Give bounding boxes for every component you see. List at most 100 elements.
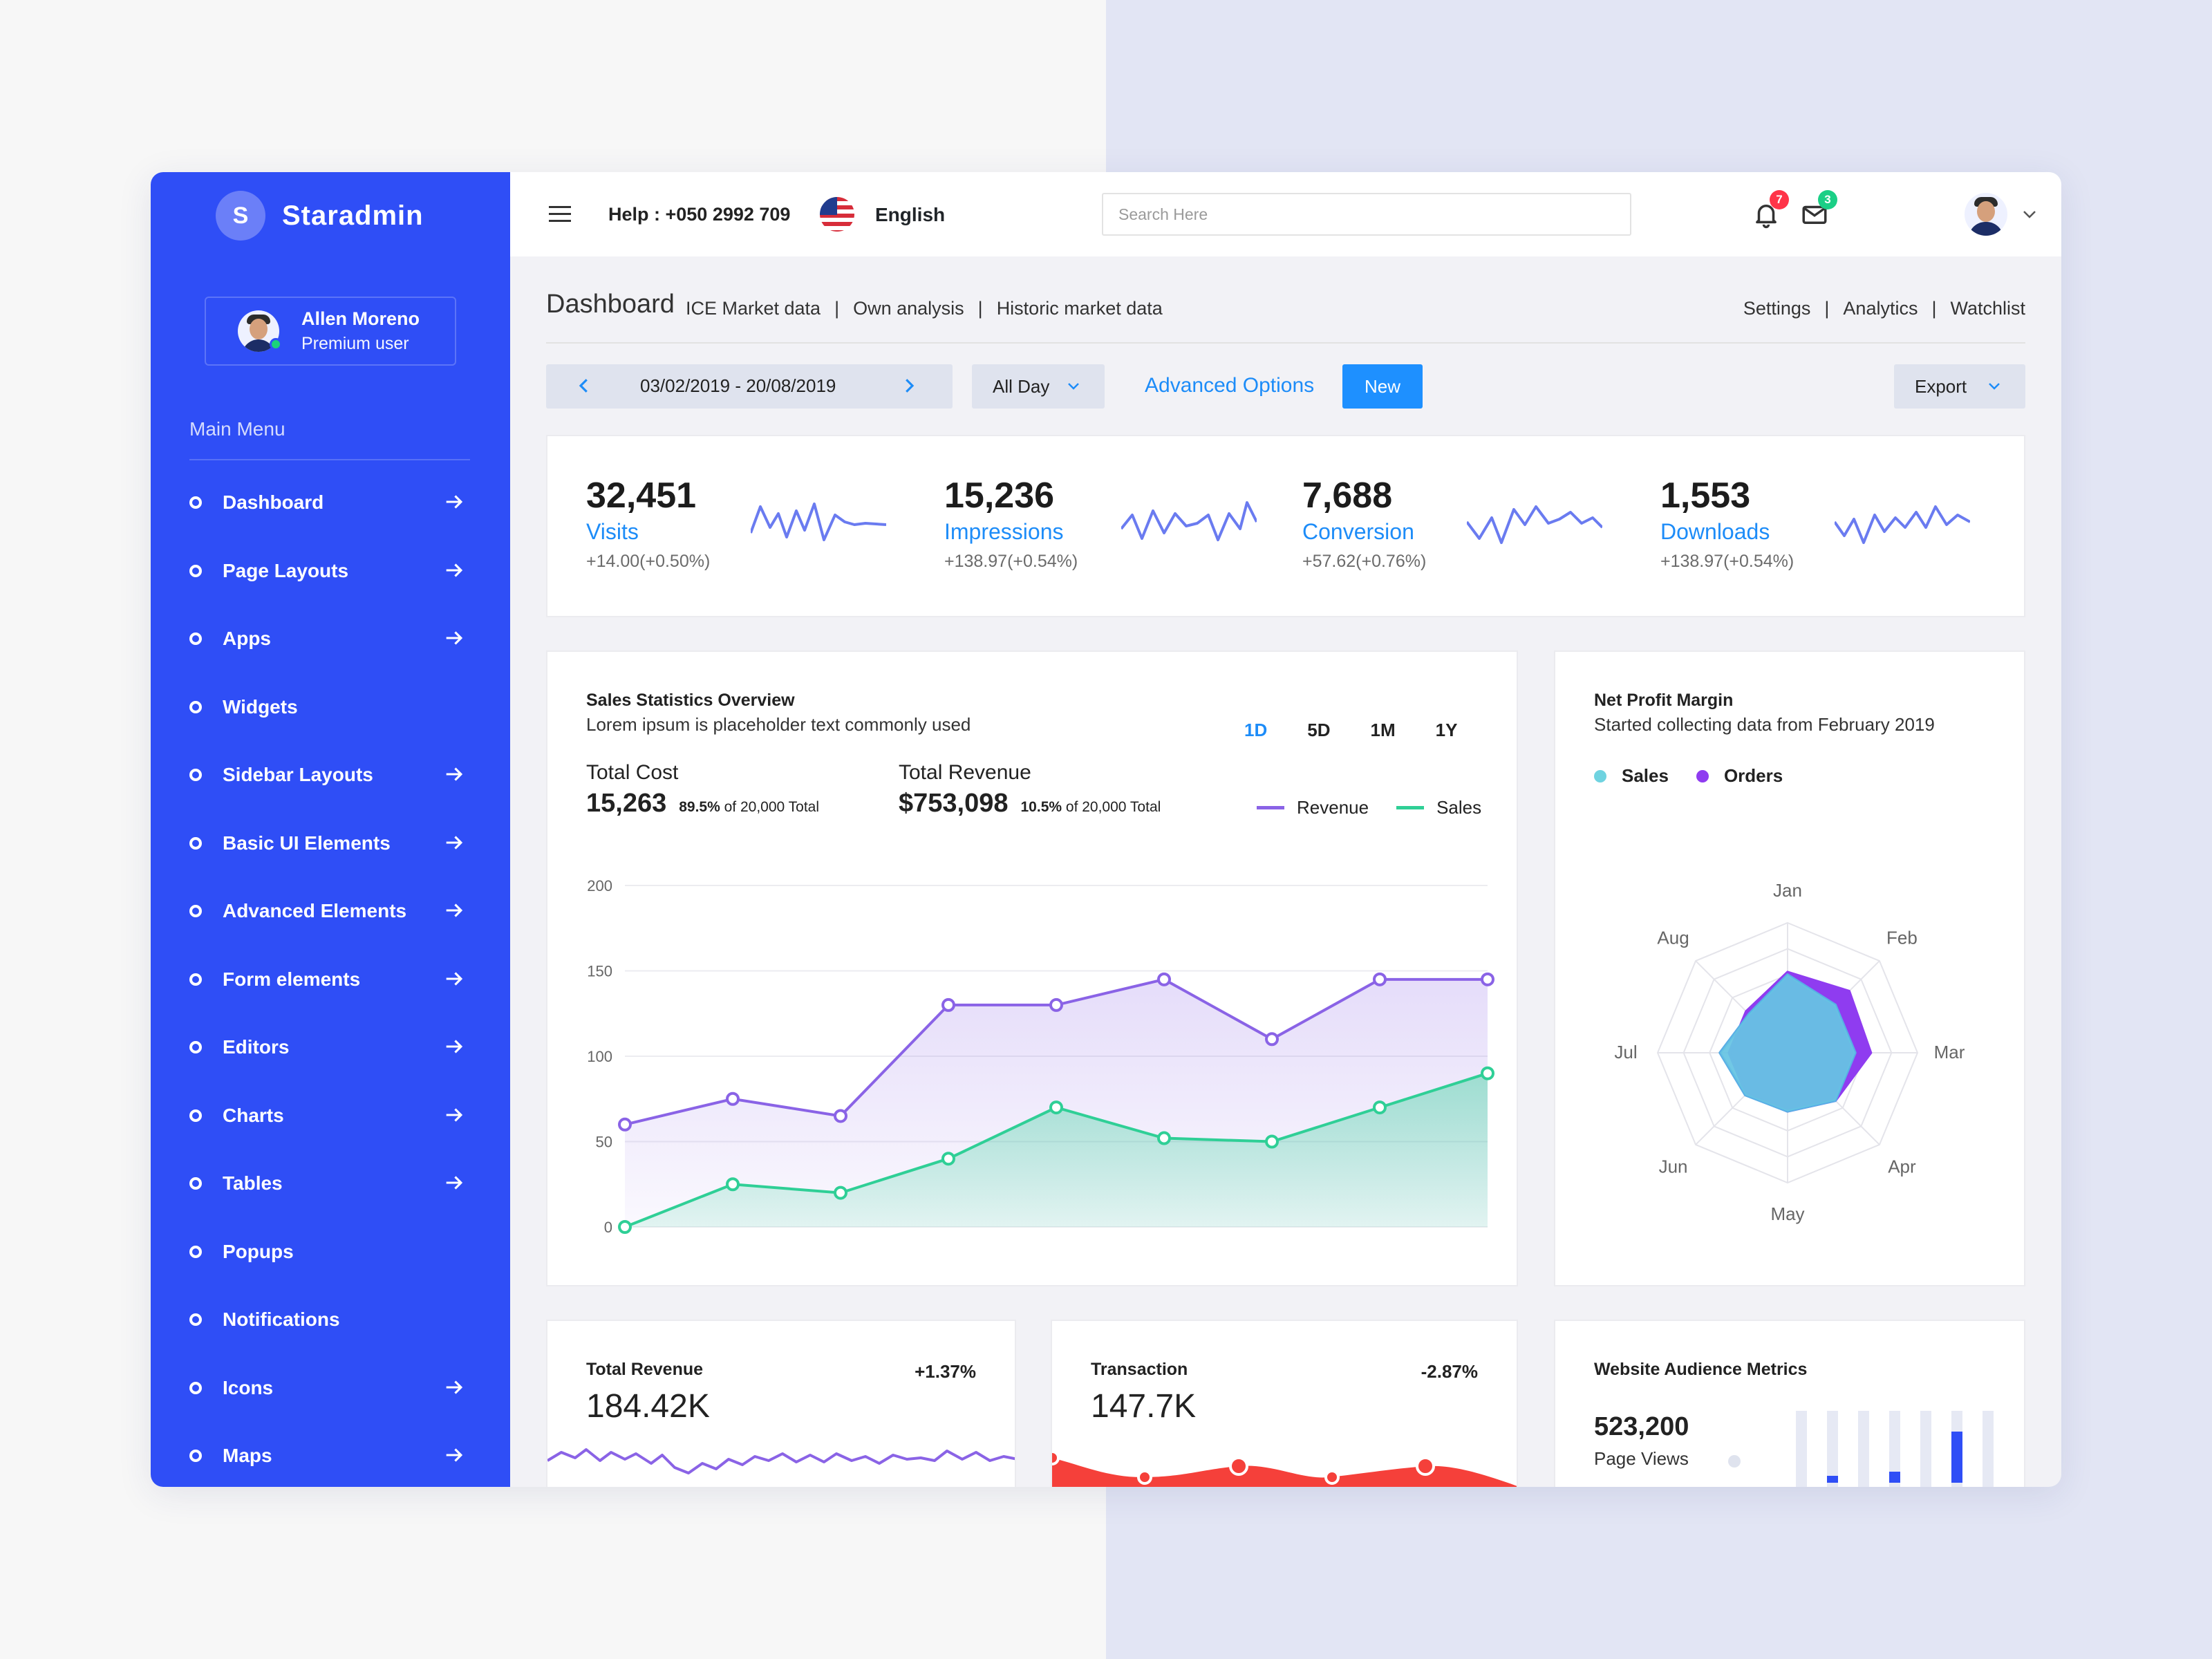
menu-divider — [189, 459, 470, 460]
bell-icon[interactable]: 7 — [1752, 190, 1789, 229]
sales-statistics-card: Sales Statistics Overview Lorem ipsum is… — [546, 650, 1518, 1286]
sidebar-item-tables[interactable]: Tables — [189, 1163, 470, 1204]
point-revenue[interactable] — [1265, 1032, 1279, 1047]
advanced-options-link[interactable]: Advanced Options — [1145, 374, 1315, 397]
chevron-right-icon[interactable] — [899, 375, 919, 396]
page-right-links: Settings | Analytics | Watchlist — [1743, 298, 2025, 319]
tab-5d[interactable]: 5D — [1307, 720, 1331, 740]
point-revenue[interactable] — [726, 1091, 740, 1106]
point-revenue[interactable] — [1373, 972, 1387, 986]
point-revenue[interactable] — [941, 997, 955, 1012]
point-sales[interactable] — [941, 1152, 955, 1166]
new-button[interactable]: New — [1342, 364, 1423, 409]
sidebar-item-notifications[interactable]: Notifications — [189, 1299, 470, 1340]
arrow-right-icon — [446, 1448, 463, 1462]
sidebar-item-charts[interactable]: Charts — [189, 1095, 470, 1136]
arrow-right-icon — [446, 767, 463, 781]
sidebar-item-advanced-elements[interactable]: Advanced Elements — [189, 890, 470, 932]
chevron-down-icon — [1989, 383, 2000, 390]
point-sales[interactable] — [1373, 1100, 1387, 1115]
radar-axis-label: Jan — [1773, 880, 1802, 901]
notification-count-badge: 7 — [1770, 190, 1789, 209]
arrow-right-icon — [446, 563, 463, 577]
total-cost: Total Cost 15,263 89.5% of 20,000 Total — [586, 761, 819, 818]
legend-dot-orders — [1696, 769, 1709, 782]
sidebar-item-editors[interactable]: Editors — [189, 1027, 470, 1068]
stat-change: +138.97(+0.54%) — [944, 552, 1078, 571]
legend-swatch-revenue — [1257, 806, 1284, 809]
point-sales[interactable] — [618, 1220, 632, 1234]
total-revenue-card: Total Revenue +1.37% 184.42K — [546, 1320, 1016, 1487]
sidebar-item-dashboard[interactable]: Dashboard — [189, 482, 470, 523]
sidebar-item-page-layouts[interactable]: Page Layouts — [189, 550, 470, 592]
y-tick-label: 150 — [587, 963, 612, 980]
point-revenue[interactable] — [1049, 997, 1063, 1012]
search-input[interactable] — [1102, 193, 1631, 236]
point-sales[interactable] — [1265, 1134, 1279, 1149]
link-analytics[interactable]: Analytics — [1843, 298, 1918, 319]
sparkline-impressions — [1121, 501, 1257, 541]
total-cost-value: 15,263 — [586, 789, 667, 818]
change-percent: +1.37% — [915, 1361, 976, 1382]
menu-title: Main Menu — [189, 418, 285, 440]
y-tick-label: 50 — [596, 1134, 612, 1151]
mail-icon[interactable]: 3 — [1800, 190, 1837, 229]
point-sales[interactable] — [1481, 1066, 1494, 1080]
flag-icon[interactable] — [820, 197, 854, 232]
transaction-area-chart — [1052, 1450, 1517, 1487]
stat-visits: 32,451 Visits +14.00(+0.50%) — [586, 475, 710, 572]
total-revenue-label: Total Revenue — [899, 761, 1031, 784]
sidebar-item-form-elements[interactable]: Form elements — [189, 959, 470, 1000]
menu-icon[interactable] — [549, 206, 571, 223]
sublink-own-analysis[interactable]: Own analysis — [853, 298, 964, 319]
sidebar-item-maps[interactable]: Maps — [189, 1435, 470, 1477]
chevron-left-icon[interactable] — [574, 375, 594, 396]
export-button[interactable]: Export — [1894, 364, 2025, 409]
page-title: Dashboard — [546, 290, 675, 319]
profile-avatar[interactable] — [1965, 193, 2007, 236]
point-sales[interactable] — [834, 1185, 847, 1200]
sidebar-item-label: Maps — [223, 1445, 272, 1466]
brand-logo[interactable]: S Staradmin — [216, 189, 424, 243]
sidebar-item-basic-ui-elements[interactable]: Basic UI Elements — [189, 823, 470, 864]
point-revenue[interactable] — [834, 1109, 847, 1123]
message-count-badge: 3 — [1818, 190, 1837, 209]
link-watchlist[interactable]: Watchlist — [1950, 298, 2025, 319]
chevron-down-icon[interactable] — [2021, 208, 2038, 221]
point-sales[interactable] — [1157, 1131, 1171, 1145]
area-sales — [625, 1073, 1488, 1227]
sidebar-item-icons[interactable]: Icons — [189, 1367, 470, 1409]
date-range-picker[interactable]: 03/02/2019 - 20/08/2019 — [546, 364, 953, 409]
card-value: 147.7K — [1091, 1388, 1197, 1425]
sublink-historic-market[interactable]: Historic market data — [996, 298, 1163, 319]
sidebar-item-widgets[interactable]: Widgets — [189, 686, 470, 728]
point-sales[interactable] — [726, 1177, 740, 1192]
point-sales[interactable] — [1049, 1100, 1063, 1115]
total-cost-label: Total Cost — [586, 761, 679, 784]
sidebar-item-sidebar-layouts[interactable]: Sidebar Layouts — [189, 754, 470, 796]
legend-orders: Orders — [1723, 765, 1783, 786]
link-settings[interactable]: Settings — [1743, 298, 1811, 319]
sidebar-item-popups[interactable]: Popups — [189, 1231, 470, 1273]
y-tick-label: 100 — [587, 1048, 612, 1065]
point-revenue[interactable] — [1157, 972, 1171, 986]
stat-label: Visits — [586, 519, 639, 544]
period-select[interactable]: All Day — [972, 364, 1105, 409]
audience-metrics-card: Website Audience Metrics 523,200 Page Vi… — [1554, 1320, 2025, 1487]
tab-1m[interactable]: 1M — [1370, 720, 1396, 740]
point-revenue[interactable] — [1481, 972, 1494, 986]
tab-1d[interactable]: 1D — [1244, 720, 1268, 740]
point-revenue[interactable] — [618, 1117, 632, 1132]
arrow-right-icon — [446, 1176, 463, 1190]
tab-1y[interactable]: 1Y — [1435, 720, 1458, 740]
user-profile-card[interactable]: Allen Moreno Premium user — [205, 297, 456, 366]
sidebar-item-apps[interactable]: Apps — [189, 618, 470, 659]
radar-axis-label: Mar — [1934, 1042, 1965, 1062]
help-phone: Help : +050 2992 709 — [608, 204, 791, 225]
dashboard-window: S Staradmin Allen Moreno Premium user Ma… — [151, 172, 2061, 1487]
language-selector[interactable]: English — [875, 204, 946, 225]
circle-bullet-icon — [189, 496, 202, 509]
net-profit-card: Net Profit Margin Started collecting dat… — [1554, 650, 2025, 1286]
period-select-value: All Day — [993, 375, 1050, 397]
sublink-ice-market[interactable]: ICE Market data — [686, 298, 821, 319]
